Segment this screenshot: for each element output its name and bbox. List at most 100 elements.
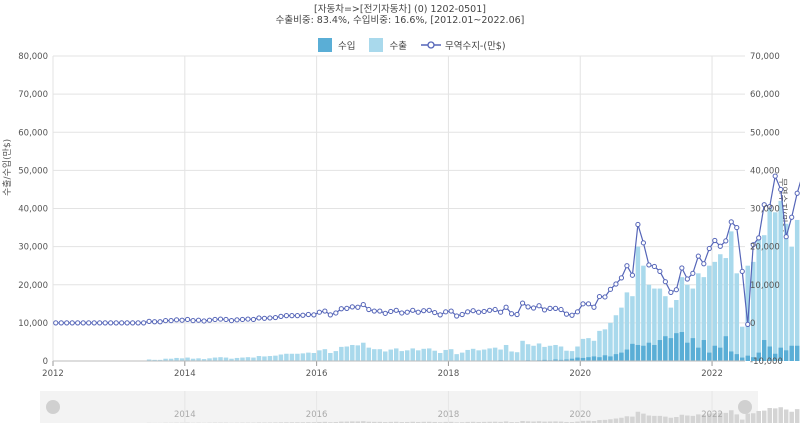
import-bar[interactable]: [674, 333, 679, 361]
export-bar[interactable]: [635, 246, 641, 361]
export-bar[interactable]: [223, 357, 229, 361]
navigator-left-handle[interactable]: [46, 400, 60, 414]
import-bar[interactable]: [712, 345, 718, 361]
balance-point[interactable]: [476, 309, 482, 315]
balance-point[interactable]: [519, 300, 526, 306]
export-bar[interactable]: [284, 353, 289, 361]
export-bar[interactable]: [410, 348, 415, 361]
import-bar[interactable]: [624, 349, 630, 361]
export-bar[interactable]: [564, 350, 569, 361]
balance-point[interactable]: [618, 275, 625, 281]
balance-point[interactable]: [580, 301, 586, 307]
export-bar[interactable]: [652, 288, 657, 361]
balance-point[interactable]: [591, 304, 597, 310]
balance-point[interactable]: [256, 315, 262, 321]
export-bar[interactable]: [355, 345, 361, 361]
balance-point[interactable]: [135, 320, 141, 326]
export-bar[interactable]: [404, 350, 410, 361]
balance-point[interactable]: [470, 308, 476, 314]
export-bar[interactable]: [267, 356, 273, 361]
export-bar[interactable]: [740, 326, 745, 361]
balance-point[interactable]: [525, 304, 531, 310]
import-bar[interactable]: [591, 356, 597, 361]
import-bar[interactable]: [718, 347, 723, 361]
balance-point[interactable]: [399, 310, 405, 316]
balance-point[interactable]: [662, 279, 668, 285]
export-bar[interactable]: [657, 288, 663, 361]
export-bar[interactable]: [750, 261, 756, 361]
import-bar[interactable]: [707, 352, 712, 361]
import-bar[interactable]: [701, 340, 707, 361]
balance-point[interactable]: [421, 308, 427, 314]
import-bar[interactable]: [586, 357, 591, 361]
balance-point[interactable]: [311, 312, 317, 318]
balance-point[interactable]: [382, 310, 388, 316]
balance-point[interactable]: [734, 224, 740, 231]
import-bar[interactable]: [745, 355, 750, 361]
import-bar[interactable]: [723, 336, 729, 361]
balance-point[interactable]: [646, 262, 652, 268]
balance-point[interactable]: [119, 320, 125, 326]
balance-point[interactable]: [289, 313, 295, 319]
import-bar[interactable]: [608, 356, 613, 361]
export-bar[interactable]: [520, 340, 525, 361]
balance-point[interactable]: [360, 301, 366, 308]
balance-point[interactable]: [80, 320, 86, 326]
balance-point[interactable]: [640, 240, 646, 246]
balance-point[interactable]: [541, 307, 548, 313]
balance-point[interactable]: [668, 289, 674, 295]
balance-point[interactable]: [245, 316, 251, 322]
import-bar[interactable]: [772, 353, 778, 361]
balance-point[interactable]: [481, 308, 487, 315]
balance-point[interactable]: [465, 309, 471, 315]
import-bar[interactable]: [630, 343, 635, 361]
export-bar[interactable]: [723, 258, 729, 361]
balance-point[interactable]: [206, 317, 213, 323]
export-bar[interactable]: [509, 351, 514, 361]
export-bar[interactable]: [163, 358, 168, 361]
import-bar[interactable]: [789, 345, 794, 361]
import-bar[interactable]: [756, 352, 761, 361]
export-bar[interactable]: [789, 246, 794, 361]
import-bar[interactable]: [641, 345, 646, 361]
balance-point[interactable]: [113, 320, 119, 326]
navigator-right-handle[interactable]: [738, 400, 752, 414]
import-bar[interactable]: [778, 347, 783, 361]
balance-point[interactable]: [75, 320, 81, 326]
import-bar[interactable]: [750, 357, 756, 361]
export-bar[interactable]: [718, 254, 723, 361]
export-bar[interactable]: [344, 346, 350, 361]
balance-point[interactable]: [283, 313, 290, 319]
export-bar[interactable]: [328, 352, 333, 361]
balance-point[interactable]: [124, 320, 130, 326]
export-bar[interactable]: [772, 212, 778, 361]
export-bar[interactable]: [256, 356, 262, 361]
export-bar[interactable]: [481, 349, 487, 361]
export-bar[interactable]: [448, 349, 454, 361]
balance-point[interactable]: [261, 315, 268, 321]
export-bar[interactable]: [333, 351, 339, 361]
balance-point[interactable]: [552, 305, 559, 311]
balance-point[interactable]: [602, 294, 608, 300]
export-bar[interactable]: [157, 359, 163, 361]
balance-point[interactable]: [278, 313, 284, 319]
balance-point[interactable]: [366, 306, 372, 313]
export-bar[interactable]: [663, 296, 668, 361]
export-bar[interactable]: [190, 358, 196, 361]
balance-point[interactable]: [410, 307, 416, 313]
balance-point[interactable]: [239, 316, 246, 323]
export-bar[interactable]: [690, 288, 696, 361]
balance-point[interactable]: [212, 316, 218, 323]
balance-point[interactable]: [426, 307, 432, 313]
import-bar[interactable]: [783, 350, 789, 361]
export-bar[interactable]: [558, 346, 564, 361]
balance-point[interactable]: [338, 306, 344, 312]
balance-point[interactable]: [547, 305, 553, 311]
import-bar[interactable]: [690, 338, 696, 361]
import-bar[interactable]: [663, 336, 668, 361]
export-bar[interactable]: [701, 277, 707, 361]
balance-point[interactable]: [706, 245, 712, 252]
export-bar[interactable]: [586, 338, 591, 361]
balance-point[interactable]: [393, 307, 399, 313]
export-bar[interactable]: [432, 350, 437, 361]
